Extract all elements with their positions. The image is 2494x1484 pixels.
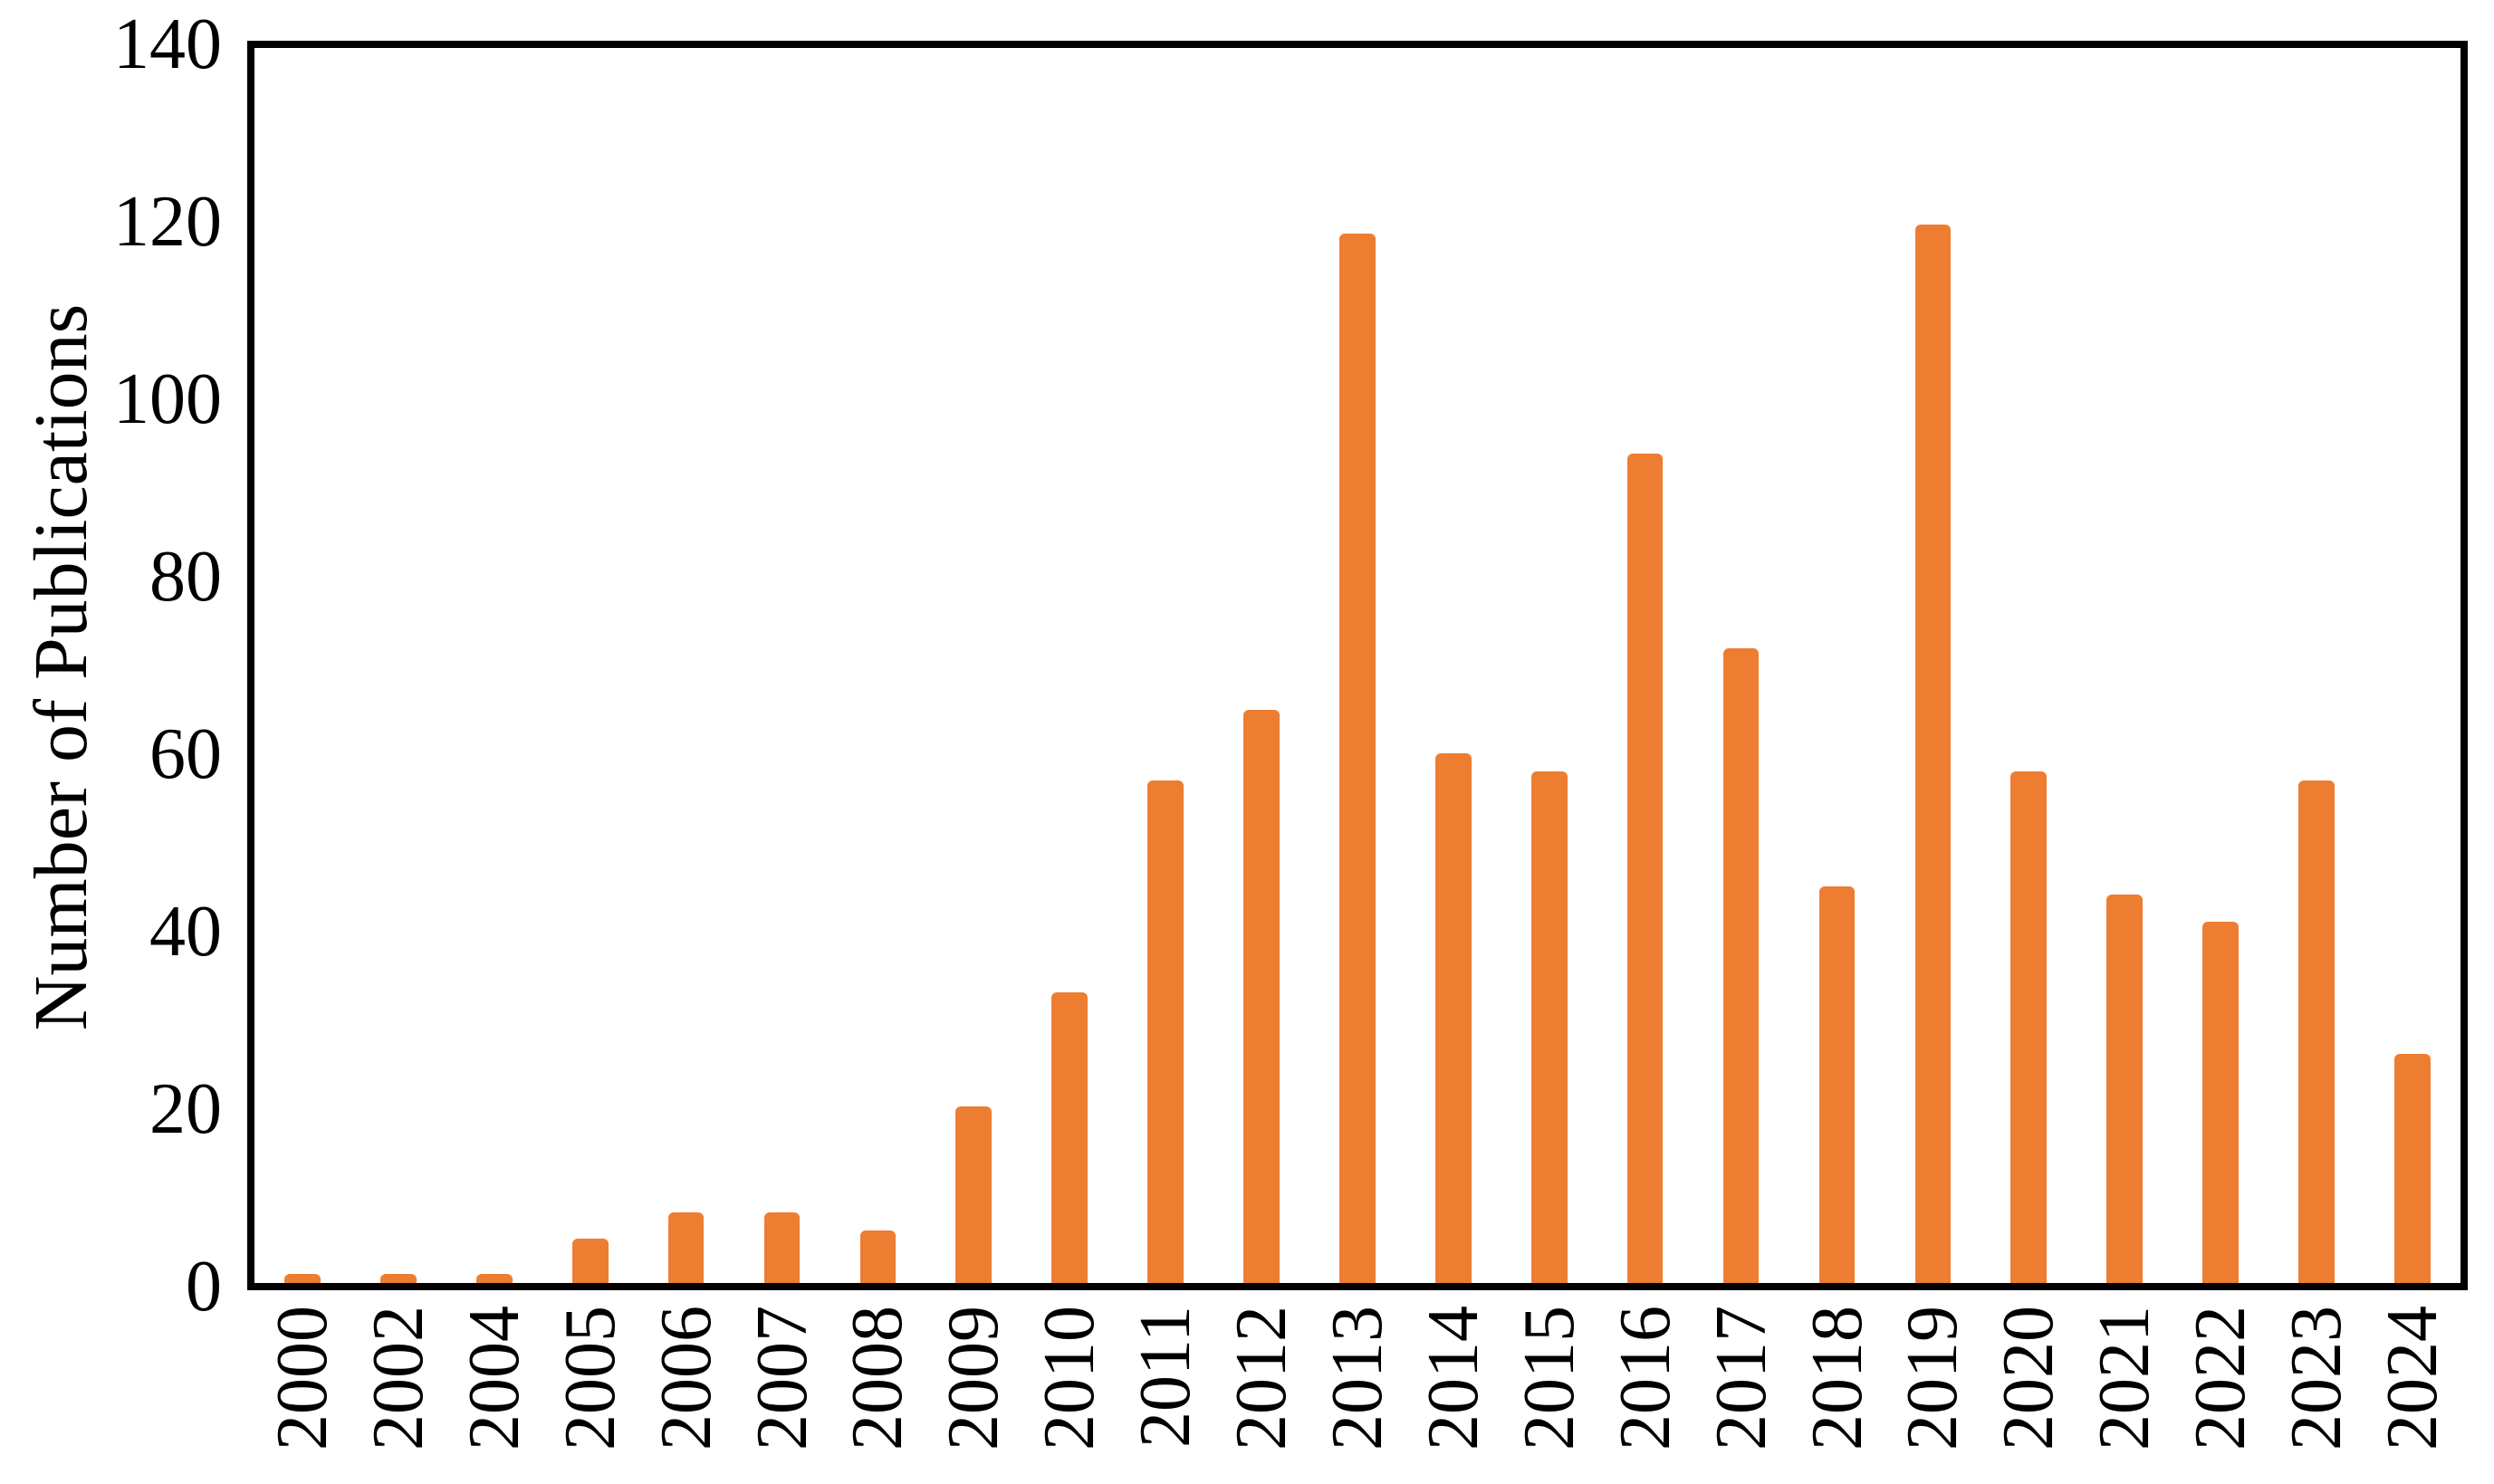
bar-2008 [859, 1230, 897, 1283]
y-tick-label-20: 20 [149, 1069, 222, 1149]
bar-2000 [284, 1274, 321, 1283]
bar-slot-2018 [1789, 48, 1885, 1283]
bar-slot-2013 [1309, 48, 1405, 1283]
bar-2004 [475, 1274, 513, 1283]
x-tick-label-2010: 2010 [1030, 1306, 1110, 1450]
bar-slot-2011 [1118, 48, 1213, 1283]
bar-slot-2014 [1405, 48, 1501, 1283]
bar-2002 [380, 1274, 417, 1283]
x-tick-label-2018: 2018 [1797, 1306, 1877, 1450]
bar-slot-2020 [1981, 48, 2077, 1283]
y-tick-label-120: 120 [113, 182, 222, 262]
bar-2009 [955, 1106, 993, 1283]
bar-slot-2015 [1501, 48, 1597, 1283]
bar-2012 [1243, 709, 1280, 1283]
bar-2007 [763, 1212, 801, 1283]
bar-2017 [1722, 647, 1760, 1283]
bar-slot-2021 [2077, 48, 2173, 1283]
x-tick-label-2012: 2012 [1222, 1306, 1302, 1450]
bar-slot-2017 [1693, 48, 1789, 1283]
bar-slot-2024 [2365, 48, 2460, 1283]
bar-slot-2004 [446, 48, 542, 1283]
x-tick-label-2017: 2017 [1701, 1306, 1781, 1450]
x-tick-label-2009: 2009 [934, 1306, 1014, 1450]
x-tick-label-2015: 2015 [1509, 1306, 1589, 1450]
bar-slot-2006 [638, 48, 734, 1283]
bar-2019 [1914, 224, 1952, 1283]
x-tick-label-2005: 2005 [550, 1306, 630, 1450]
x-tick-label-2024: 2024 [2373, 1306, 2453, 1450]
bar-2018 [1818, 886, 1856, 1283]
y-tick-label-140: 140 [113, 5, 222, 84]
bar-2016 [1626, 454, 1664, 1283]
x-tick-label-2019: 2019 [1893, 1306, 1973, 1450]
bar-2022 [2202, 921, 2239, 1283]
bar-slot-2008 [830, 48, 926, 1283]
bar-slot-2007 [734, 48, 830, 1283]
bar-slot-2022 [2173, 48, 2269, 1283]
bar-2021 [2106, 895, 2144, 1283]
bar-2023 [2298, 780, 2335, 1283]
bar-2014 [1434, 753, 1472, 1283]
x-tick-label-2021: 2021 [2085, 1306, 2165, 1450]
y-tick-label-100: 100 [113, 359, 222, 439]
bar-slot-2009 [926, 48, 1022, 1283]
bar-slot-2012 [1213, 48, 1309, 1283]
bar-slot-2023 [2269, 48, 2365, 1283]
bar-2011 [1147, 780, 1184, 1283]
x-tick-label-2011: 2011 [1126, 1306, 1206, 1449]
bars-container [254, 48, 2460, 1283]
x-tick-label-2000: 2000 [262, 1306, 342, 1450]
y-tick-label-40: 40 [149, 892, 222, 972]
x-tick-label-2022: 2022 [2181, 1306, 2261, 1450]
x-tick-label-2014: 2014 [1413, 1306, 1493, 1450]
bar-slot-2005 [542, 48, 638, 1283]
bar-2020 [2010, 771, 2048, 1283]
x-tick-label-2016: 2016 [1605, 1306, 1685, 1450]
y-tick-label-80: 80 [149, 537, 222, 617]
bar-slot-2019 [1885, 48, 1981, 1283]
bar-slot-2000 [254, 48, 350, 1283]
x-tick-label-2006: 2006 [646, 1306, 726, 1450]
bar-2006 [667, 1212, 705, 1283]
x-tick-label-2023: 2023 [2277, 1306, 2357, 1450]
x-tick-label-2007: 2007 [742, 1306, 822, 1450]
x-tick-label-2020: 2020 [1989, 1306, 2069, 1450]
bar-slot-2010 [1022, 48, 1118, 1283]
bar-slot-2016 [1597, 48, 1693, 1283]
x-tick-label-2004: 2004 [454, 1306, 534, 1450]
x-tick-label-2008: 2008 [838, 1306, 918, 1450]
bar-slot-2002 [350, 48, 446, 1283]
y-tick-label-0: 0 [186, 1247, 222, 1326]
plot-area [247, 41, 2468, 1290]
bar-2015 [1530, 771, 1568, 1283]
y-tick-label-60: 60 [149, 714, 222, 794]
bar-2024 [2394, 1053, 2431, 1283]
bar-2013 [1339, 233, 1376, 1283]
x-tick-label-2002: 2002 [358, 1306, 438, 1450]
x-tick-label-2013: 2013 [1318, 1306, 1397, 1450]
bar-2005 [571, 1239, 609, 1283]
bar-2010 [1051, 991, 1089, 1283]
